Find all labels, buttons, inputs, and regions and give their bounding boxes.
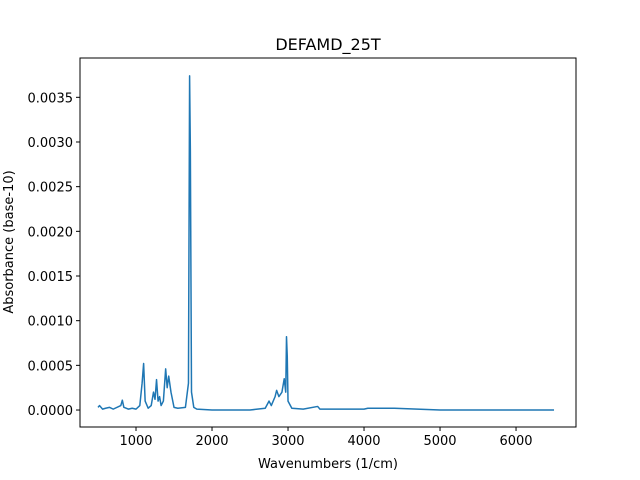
chart-title: DEFAMD_25T — [275, 35, 381, 55]
y-tick-label: 0.0020 — [28, 225, 74, 240]
data-line — [97, 75, 555, 411]
y-tick-label: 0.0005 — [28, 359, 74, 374]
x-tick-label: 4000 — [347, 434, 380, 449]
y-tick-label: 0.0025 — [28, 181, 74, 196]
x-tick-label: 3000 — [271, 434, 304, 449]
x-tick-label: 5000 — [423, 434, 456, 449]
axes-frame — [79, 57, 577, 428]
y-tick-label: 0.0030 — [28, 136, 74, 151]
x-tick-label: 2000 — [195, 434, 228, 449]
y-axis-label: Absorbance (base-10) — [2, 170, 17, 313]
x-axis-label: Wavenumbers (1/cm) — [258, 457, 398, 472]
y-tick-label: 0.0000 — [28, 404, 74, 419]
y-tick-label: 0.0035 — [28, 91, 74, 106]
x-tick-label: 1000 — [119, 434, 152, 449]
x-tick-label: 6000 — [499, 434, 532, 449]
plot-area — [97, 75, 555, 411]
y-tick-label: 0.0015 — [28, 270, 74, 285]
y-tick-label: 0.0010 — [28, 315, 74, 330]
